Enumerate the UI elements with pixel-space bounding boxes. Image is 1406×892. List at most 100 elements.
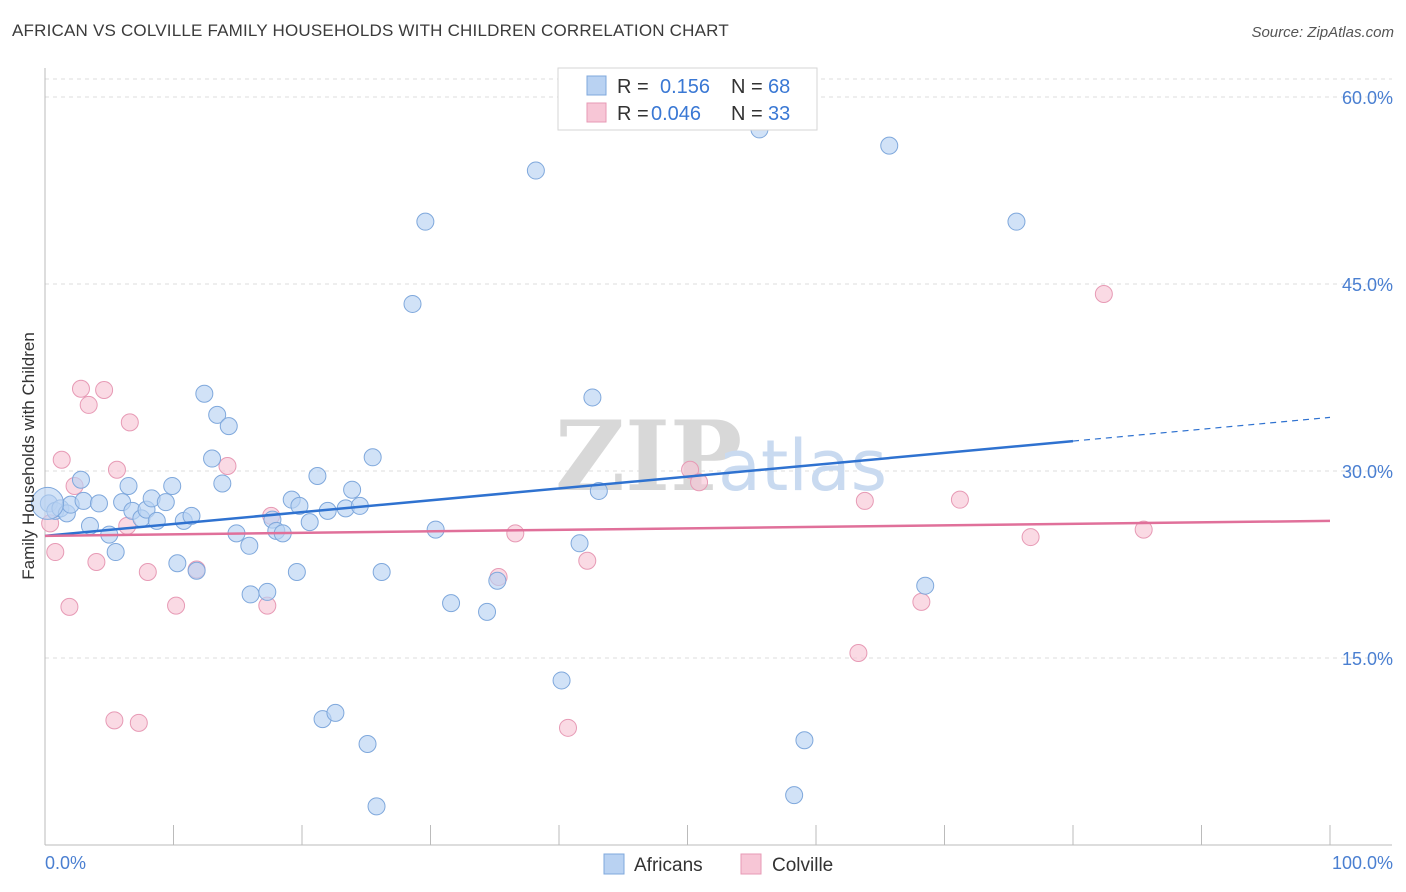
africans-point — [416, 212, 435, 231]
colville-point — [46, 543, 65, 562]
africans-point — [287, 562, 306, 581]
africans-point — [442, 594, 461, 613]
colville-point — [578, 551, 597, 570]
africans-point — [219, 417, 238, 436]
africans-point — [163, 476, 182, 495]
legend-n-value-colville: 33 — [768, 103, 790, 125]
legend-r-value-colville: 0.046 — [651, 103, 701, 125]
legend-n-label-colville: N = — [731, 103, 763, 125]
colville-point — [558, 718, 577, 737]
colville-point — [1134, 520, 1153, 539]
africans-point — [426, 520, 445, 539]
africans-point — [106, 543, 125, 562]
colville-point — [107, 460, 126, 479]
africans-point — [208, 405, 227, 424]
bottom-legend-colville: Colville — [772, 855, 833, 876]
chart-title: AFRICAN VS COLVILLE FAMILY HOUSEHOLDS WI… — [12, 21, 729, 40]
colville-point — [120, 413, 139, 432]
africans-point — [358, 735, 377, 754]
colville-point — [218, 457, 237, 476]
africans-point — [119, 476, 138, 495]
africans-point-large — [31, 486, 65, 520]
colville-point — [138, 562, 157, 581]
colville-point — [506, 524, 525, 543]
legend-n-label-africans: N = — [731, 76, 763, 98]
africans-point — [213, 474, 232, 493]
y-tick-label: 45.0% — [1342, 275, 1393, 295]
colville-trend-line — [44, 519, 1331, 538]
y-tick-label: 60.0% — [1342, 88, 1393, 108]
colville-point — [855, 491, 874, 510]
africans-point — [583, 388, 602, 407]
africans-point — [241, 585, 260, 604]
colville-point — [690, 473, 709, 492]
colville-point — [1094, 284, 1113, 303]
africans-point — [182, 506, 201, 525]
colville-point — [105, 711, 124, 730]
africans-point — [589, 481, 608, 500]
colville-point — [60, 597, 79, 616]
africans-point — [795, 731, 814, 750]
y-axis-label: Family Households with Children — [19, 332, 38, 580]
africans-point — [488, 571, 507, 590]
africans-point — [290, 496, 309, 515]
colville-point — [681, 460, 700, 479]
legend-swatch-colville — [586, 102, 607, 123]
africans-point — [258, 582, 277, 601]
africans-point — [300, 513, 319, 532]
colville-point — [1021, 528, 1040, 547]
africans-point — [343, 480, 362, 499]
africans-point — [308, 466, 327, 485]
africans-point — [156, 493, 175, 512]
legend-r-value-africans: 0.156 — [660, 76, 710, 98]
africans-trend-extension — [1072, 416, 1331, 442]
y-tick-label: 30.0% — [1342, 462, 1393, 482]
colville-point — [849, 644, 868, 663]
africans-point — [570, 534, 589, 553]
africans-point — [363, 448, 382, 467]
top-legend: R = 0.156 N = 68 R = 0.046 N = 33 — [557, 67, 818, 131]
trend-layer — [44, 416, 1331, 538]
colville-point — [71, 379, 90, 398]
legend-r-label-africans: R = — [617, 76, 649, 98]
colville-point — [167, 596, 186, 615]
africans-point — [526, 161, 545, 180]
africans-point — [552, 671, 571, 690]
africans-point — [403, 294, 422, 313]
africans-points — [31, 120, 1026, 816]
legend-swatch-africans — [586, 75, 607, 96]
africans-point — [74, 491, 93, 510]
africans-point — [195, 384, 214, 403]
axis-layer — [44, 68, 1392, 846]
africans-point — [203, 449, 222, 468]
colville-point — [129, 713, 148, 732]
colville-point — [79, 395, 98, 414]
africans-point — [880, 136, 899, 155]
bottom-legend: Africans Colville — [603, 853, 833, 876]
bottom-legend-swatch-colville — [740, 853, 762, 875]
y-tick-label: 15.0% — [1342, 649, 1393, 669]
africans-point — [89, 494, 108, 513]
colville-points — [41, 284, 1153, 737]
watermark-zip: ZIP — [555, 400, 742, 513]
africans-point — [240, 536, 259, 555]
colville-point — [950, 490, 969, 509]
africans-trend-line — [44, 439, 1074, 538]
africans-point — [187, 561, 206, 580]
bottom-legend-africans: Africans — [634, 855, 703, 876]
africans-point — [326, 703, 345, 722]
colville-point — [52, 450, 71, 469]
africans-point — [367, 797, 386, 816]
legend-r-label-colville: R = — [617, 103, 649, 125]
africans-point — [372, 562, 391, 581]
x-tick-label-min: 0.0% — [45, 853, 86, 873]
legend-n-value-africans: 68 — [768, 76, 790, 98]
bottom-legend-swatch-africans — [603, 853, 625, 875]
africans-point — [478, 602, 497, 621]
africans-point — [1007, 212, 1026, 231]
colville-point — [87, 553, 106, 572]
grid-layer — [45, 78, 1392, 659]
colville-point — [95, 380, 114, 399]
africans-point — [785, 786, 804, 805]
